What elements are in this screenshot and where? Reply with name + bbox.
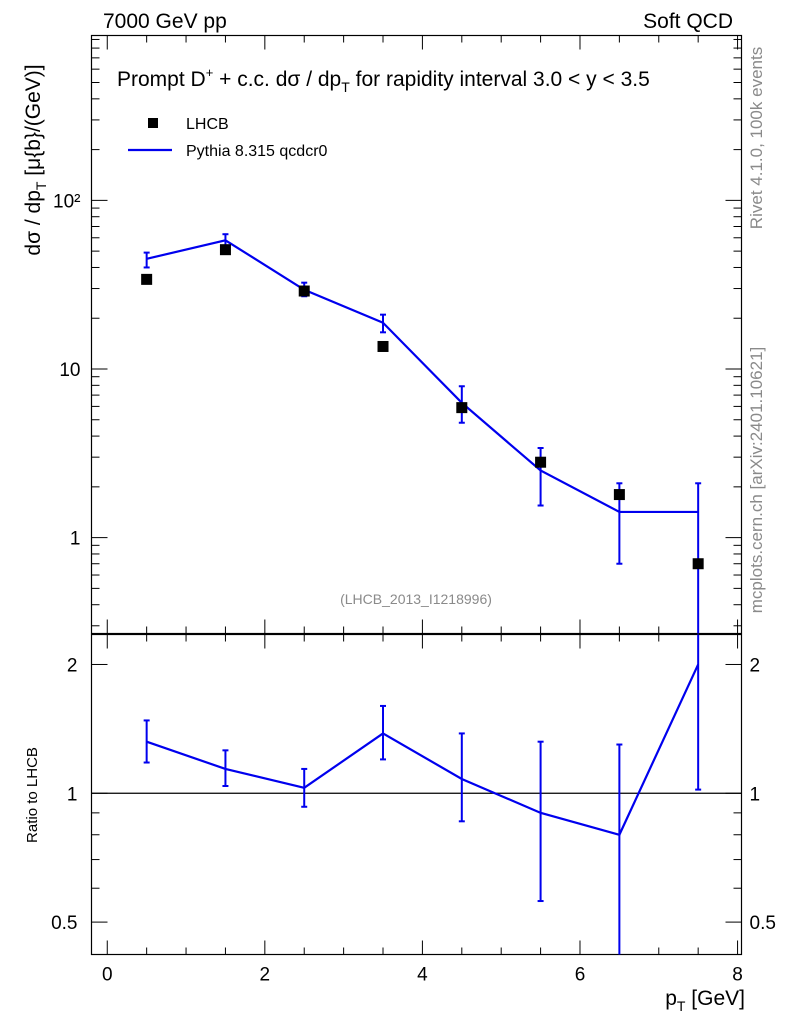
plot-title-sup: + [206,65,214,80]
main-y-tick-label: 10² [53,191,80,212]
main-ylabel-pre: dσ / dp [22,190,45,256]
plot-title-mid: + c.c. dσ / dp [213,68,341,91]
mcplots-label: mcplots.cern.ch [arXiv:2401.10621] [747,347,766,613]
data-point [456,402,468,414]
x-tick-label: 4 [417,965,428,986]
x-tick-label: 6 [575,965,586,986]
main-ylabel-post: [μ{b}/(GeV)] [22,64,45,181]
ratio-y-axis-label: Ratio to LHCB [24,747,41,843]
analysis-id-label: (LHCB_2013_I1218996) [340,591,492,607]
main-panel-frame [90,34,743,635]
mc-line [146,239,699,514]
legend: LHCB Pythia 8.315 qcdcr0 [128,116,328,160]
legend-label-pythia: Pythia 8.315 qcdcr0 [186,143,328,160]
data-point [298,285,310,297]
data-point [613,489,625,501]
x-tick-label: 2 [260,965,271,986]
ratio-y-tick-label-left: 2 [67,655,78,676]
x-tick-label: 0 [102,965,113,986]
main-panel-marks [141,233,704,634]
axis-ticks [91,35,742,955]
main-y-tick-label: 1 [70,529,81,550]
ratio-y-tick-label-left: 1 [67,784,78,805]
energy-label: 7000 GeV pp [103,10,227,33]
legend-label-lhcb: LHCB [186,116,229,133]
data-point [141,273,153,285]
x-axis-label: pT [GeV] [665,987,745,1014]
data-point [692,558,704,570]
x-tick-label: 8 [732,965,743,986]
data-point [535,456,547,468]
plot-title-post: for rapidity interval 3.0 < y < 3.5 [350,68,650,91]
axis-tick-labels: 0 2 4 6 8 1 10 10² 0.5 0.5 1 1 2 2 [51,191,776,985]
rivet-label: Rivet 4.1.0, 100k events [747,47,766,229]
ratio-y-tick-label-right: 0.5 [750,913,776,934]
ratio-line [146,664,700,837]
xlabel-pre: p [665,987,677,1010]
xlabel-sub: T [677,998,686,1014]
plot-title: Prompt D+ + c.c. dσ / dpT for rapidity i… [117,65,650,95]
legend-marker-lhcb [148,118,158,128]
main-ylabel-sub: T [33,181,49,190]
ratio-panel-marks [91,634,742,955]
main-y-tick-label: 10 [59,360,80,381]
data-point [377,340,389,352]
plot-title-pre: Prompt D [117,68,206,91]
main-y-axis-label: dσ / dpT [μ{b}/(GeV)] [22,64,49,255]
ratio-y-tick-label-left: 0.5 [51,913,77,934]
ratio-y-tick-label-right: 1 [750,784,761,805]
ratio-panel-frame [90,633,743,956]
plot-title-sub: T [341,79,350,95]
xlabel-post: [GeV] [685,987,745,1010]
data-point [219,244,231,256]
ratio-y-tick-label-right: 2 [750,655,761,676]
category-label: Soft QCD [643,10,733,33]
